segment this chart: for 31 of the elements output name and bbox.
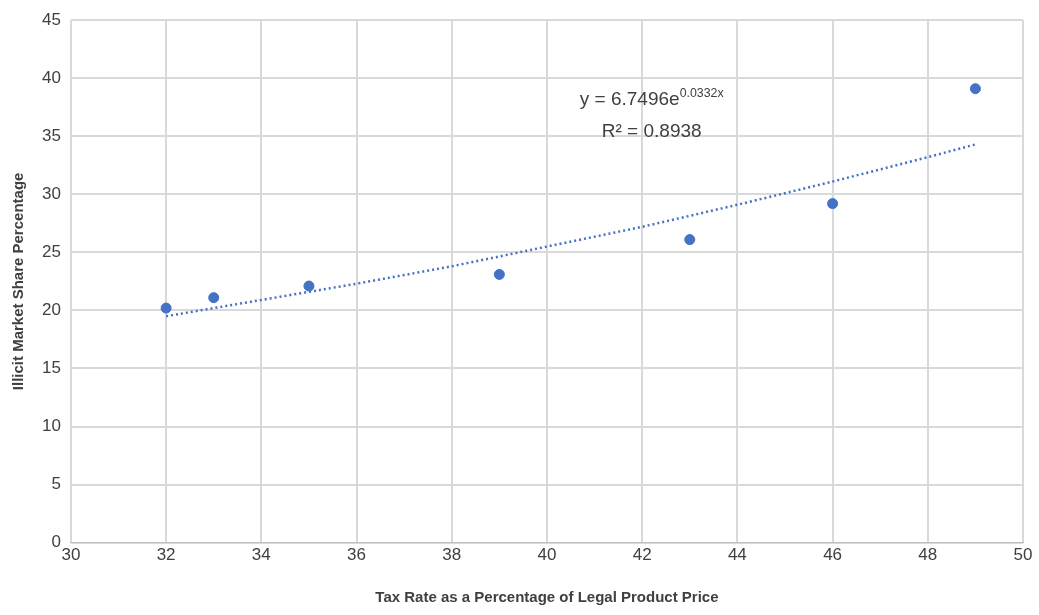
point: [684, 234, 696, 246]
line-series: [164, 143, 977, 318]
x-tick-label: 32: [156, 545, 176, 565]
y-tick-label: 30: [41, 184, 61, 204]
x-axis-title: Tax Rate as a Percentage of Legal Product Price: [375, 588, 719, 606]
x-tick-label: 50: [1013, 545, 1033, 565]
y-tick-label: 45: [41, 9, 61, 29]
x-tick-label: 48: [918, 545, 938, 565]
x-tick-label: 38: [442, 545, 462, 565]
y-axis-title: Illicit Market Share Percentage: [9, 172, 27, 391]
x-tick-label: 44: [727, 545, 747, 565]
annotation: R² = 0.8938: [601, 120, 702, 142]
y-tick-label: 5: [51, 474, 61, 494]
y-tick-label: 20: [41, 300, 61, 320]
x-tick-label: 36: [347, 545, 366, 565]
x-tick-label: 46: [823, 545, 843, 565]
y-tick-label: 15: [41, 358, 61, 378]
point: [160, 302, 172, 314]
y-tick-label: 25: [41, 242, 61, 262]
x-tick-label: 42: [632, 545, 652, 565]
y-tick-label: 10: [41, 416, 61, 436]
x-tick-label: 40: [537, 545, 557, 565]
point: [827, 198, 839, 210]
y-tick-label: 40: [41, 67, 61, 87]
y-tick-label: 0: [51, 532, 61, 552]
y-tick-label: 35: [41, 125, 61, 145]
point: [303, 280, 315, 292]
point: [493, 268, 505, 280]
x-tick-label: 34: [251, 545, 271, 565]
point: [208, 292, 220, 304]
point: [969, 83, 981, 95]
